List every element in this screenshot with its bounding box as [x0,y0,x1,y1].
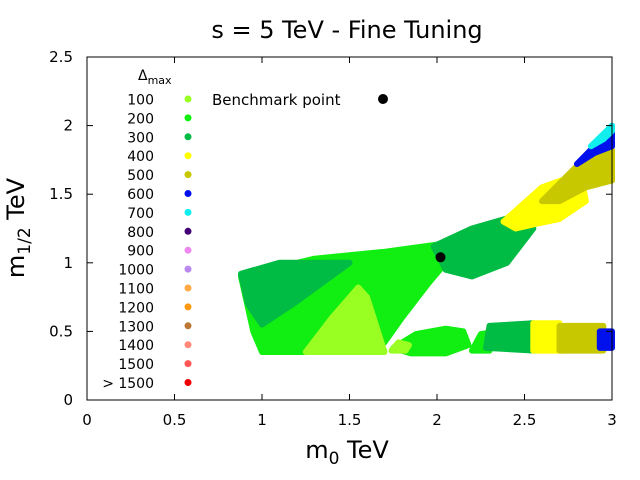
legend-item-marker [184,303,192,311]
legend-item-label: 1200 [118,300,154,316]
legend-item-marker [184,114,192,122]
x-tick-label: 1 [257,411,267,429]
y-axis-label: m1/2 TeV [2,177,35,278]
y-tick-label: 0 [63,391,73,409]
legend-item-label: 100 [127,93,154,109]
legend: 100 200 300 400 500 600 700 800 900 1000 1100 1200 1… [102,93,192,392]
x-tick-label: 2 [432,411,442,429]
legend-item-label: 200 [127,111,154,127]
benchmark-legend-marker [378,94,388,104]
y-axis-label-unit: TeV [2,177,30,227]
y-axis-label-main: m [2,255,30,278]
x-axis-ticks: 0 0.5 1 1.5 2 2.5 3 [82,57,617,429]
legend-item-label: 1300 [118,319,154,335]
chart-title: s = 5 TeV - Fine Tuning [211,16,482,44]
legend-item: 900 [127,244,192,260]
region-100-wedge [302,284,388,355]
legend-item-marker [184,152,192,160]
legend-item-marker [184,284,192,292]
legend-item: 300 [127,130,192,146]
y-tick-label: 2 [63,117,73,135]
legend-item: 1400 [118,338,192,354]
legend-item: 800 [127,225,192,241]
benchmark-legend-label: Benchmark point [212,91,341,109]
x-axis-label-unit: TeV [339,436,389,464]
legend-item-marker [184,265,192,273]
x-axis-label: m0 TeV [305,436,389,469]
benchmark-point-marker [435,252,446,263]
region-500-upper [539,147,615,205]
legend-item: 100 [127,93,192,109]
region-200-strip [390,325,472,357]
y-tick-label: 1 [63,254,73,272]
legend-item: 700 [127,206,192,222]
legend-item-label: 700 [127,206,154,222]
legend-item-label: 1100 [118,282,154,298]
x-axis-label-sub: 0 [329,449,340,469]
legend-item: 400 [127,149,192,165]
legend-item-marker [184,95,192,103]
legend-item-label: 1400 [118,338,154,354]
y-tick-label: 1.5 [49,185,73,203]
legend-item-marker [184,379,192,386]
x-tick-label: 0.5 [163,411,187,429]
legend-item-marker [184,208,192,216]
data-regions [238,122,615,357]
legend-item-marker [184,360,192,368]
legend-item-label: > 1500 [102,376,154,392]
legend-item-marker [184,322,192,330]
region-300-mid [430,210,537,280]
x-tick-label: 2.5 [513,411,537,429]
legend-item-label: 900 [127,244,154,260]
region-600-strip [596,328,615,351]
legend-item: 500 [127,168,192,184]
x-tick-label: 3 [607,411,617,429]
x-tick-label: 1.5 [338,411,362,429]
legend-item-marker [184,227,192,235]
legend-item-marker [184,246,192,254]
legend-item-marker [184,133,192,141]
legend-title: Δmax [138,68,172,87]
legend-item: 1200 [118,300,192,316]
legend-item-marker [184,171,192,179]
y-tick-label: 2.5 [49,48,73,66]
legend-item-label: 1500 [118,357,154,373]
legend-item: 1500 [118,357,192,373]
y-axis-label-sub: 1/2 [15,227,35,254]
legend-item-label: 600 [127,187,154,203]
region-500-strip [556,322,607,354]
legend-item: 1300 [118,319,192,335]
legend-title-main: Δ [138,68,148,84]
region-300-strip [483,320,538,354]
legend-item: 200 [127,111,192,127]
legend-item-marker [184,341,192,349]
x-tick-label: 0 [82,411,92,429]
legend-item-label: 1000 [118,263,154,279]
x-axis-label-main: m [305,436,328,464]
legend-item-marker [184,190,192,197]
region-100-strip [388,339,412,354]
legend-item-label: 300 [127,130,154,146]
legend-item: 1100 [118,282,192,298]
legend-item-label: 400 [127,149,154,165]
legend-item: 600 [127,187,192,203]
y-axis-ticks: 0 0.5 1 1.5 2 2.5 [49,48,612,409]
y-tick-label: 0.5 [49,322,73,340]
region-300-left [238,259,353,328]
legend-item-label: 500 [127,168,154,184]
legend-item: 1000 [118,263,192,279]
legend-item-label: 800 [127,225,154,241]
legend-item: > 1500 [102,376,192,392]
legend-title-sub: max [148,74,172,87]
